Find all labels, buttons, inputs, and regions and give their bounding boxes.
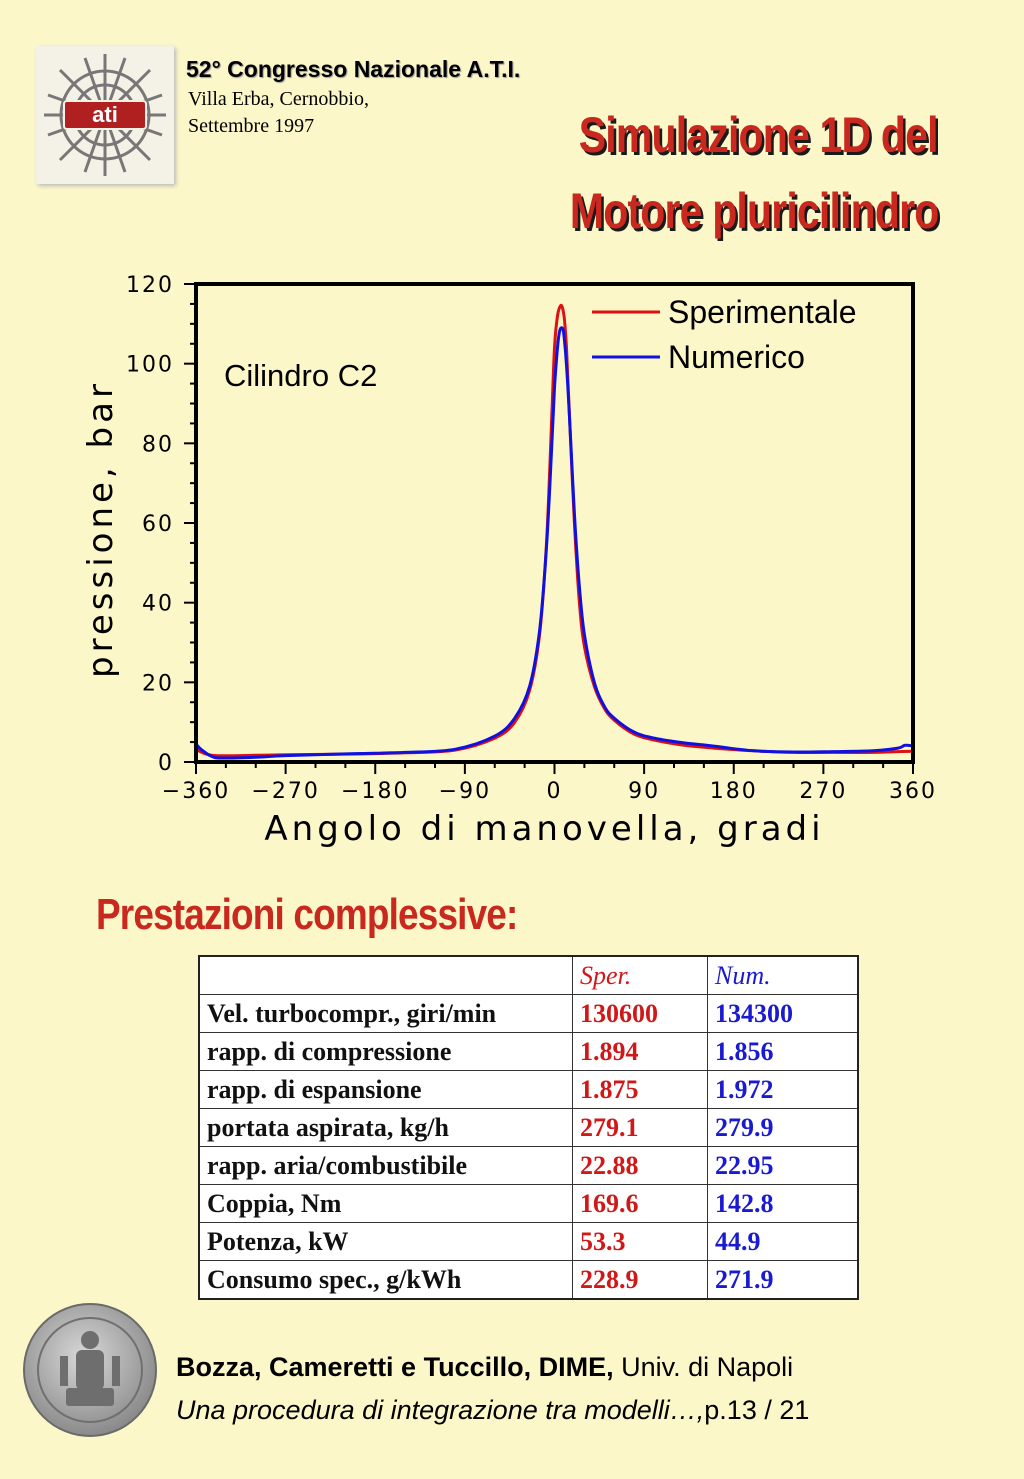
x-tick-label: −90 [439,779,491,804]
num-value: 1.972 [707,1070,859,1109]
x-tick-label: 360 [889,779,937,804]
y-tick-label: 80 [142,432,174,457]
y-tick-label: 120 [126,273,174,298]
row-label: rapp. di compressione [198,1032,573,1071]
performance-heading: Prestazioni complessive: [96,890,518,939]
sper-value: 22.88 [572,1146,708,1185]
legend-label: Sperimentale [668,294,857,330]
pressure-chart: 0 20 40 60 80 100 120 −360 −270 −180 −90 0 90 180 270 3… [81,273,937,849]
num-value: 279.9 [707,1108,859,1147]
logo-text: ati [92,102,118,127]
num-value: 44.9 [707,1222,859,1261]
slide-title-line1: Simulazione 1D del [579,107,939,163]
row-label: rapp. di espansione [198,1070,573,1109]
sper-value: 130600 [572,994,708,1033]
table-row: Potenza, kW 53.3 44.9 [198,1222,859,1261]
conference-title: 52° Congresso Nazionale A.T.I. [186,56,521,82]
sper-value: 1.875 [572,1070,708,1109]
y-axis-label: pressione, bar [81,380,121,678]
x-tick-label: −180 [341,779,409,804]
sper-value: 53.3 [572,1222,708,1261]
authors: Bozza, Cameretti e Tuccillo, DIME, [176,1352,614,1382]
x-axis-label: Angolo di manovella, gradi [264,809,824,849]
sper-value: 279.1 [572,1108,708,1147]
num-value: 271.9 [707,1260,859,1300]
row-label: portata aspirata, kg/h [198,1108,573,1147]
table-row: Vel. turbocompr., giri/min 130600 134300 [198,994,859,1033]
sper-value: 228.9 [572,1260,708,1300]
x-tick-label: 0 [547,779,563,804]
paper-title: Una procedura di integrazione tra modell… [176,1395,705,1425]
table-row: rapp. aria/combustibile 22.88 22.95 [198,1146,859,1185]
num-value: 134300 [707,994,859,1033]
table-row: rapp. di espansione 1.875 1.972 [198,1070,859,1109]
y-tick-label: 60 [142,512,174,537]
x-tick-label: −270 [251,779,319,804]
chart-series [196,303,913,760]
chart-annotation: Cilindro C2 [224,358,377,393]
num-value: 1.856 [707,1032,859,1071]
y-tick-label: 0 [158,751,174,776]
row-label: Potenza, kW [198,1222,573,1261]
y-tick-label: 100 [126,353,174,378]
num-value: 22.95 [707,1146,859,1185]
conference-date: Settembre 1997 [188,115,315,137]
table-row: portata aspirata, kg/h 279.1 279.9 [198,1108,859,1147]
slide-title-line2: Motore pluricilindro [569,183,938,239]
plot-frame [194,282,915,764]
ati-logo: ati [36,46,174,184]
university-seal [20,1300,160,1440]
num-value: 142.8 [707,1184,859,1223]
sper-value: 169.6 [572,1184,708,1223]
x-tick-label: 270 [799,779,847,804]
performance-table-body: Sper. Num. Vel. turbocompr., giri/min 13060… [198,955,859,1300]
y-tick-label: 40 [142,592,174,617]
table-row: Coppia, Nm 169.6 142.8 [198,1184,859,1223]
ati-logo-graphic: ati [44,54,166,176]
row-label: Vel. turbocompr., giri/min [198,994,573,1033]
table-row: Consumo spec., g/kWh 228.9 271.9 [198,1260,859,1300]
chart-axes: 0 20 40 60 80 100 120 −360 −270 −180 −90 0 90 180 270 3… [126,273,937,804]
chart-legend: Sperimentale Numerico [592,294,857,375]
table-row: rapp. di compressione 1.894 1.856 [198,1032,859,1071]
row-label: rapp. aria/combustibile [198,1146,573,1185]
table-header-row: Sper. Num. [198,955,859,995]
row-label: Consumo spec., g/kWh [198,1260,573,1300]
affiliation: Univ. di Napoli [613,1352,794,1382]
authors-line: Bozza, Cameretti e Tuccillo, DIME, Univ.… [176,1352,793,1383]
series-line-numerico [196,326,913,760]
page-number: p.13 / 21 [704,1395,810,1425]
row-label: Coppia, Nm [198,1184,573,1223]
x-tick-label: 90 [628,779,660,804]
sper-value: 1.894 [572,1032,708,1071]
conference-location: Villa Erba, Cernobbio, [188,88,369,110]
table-header-cell [198,955,573,995]
legend-label: Numerico [668,339,805,375]
table-header-cell: Sper. [572,955,708,995]
seal-icon [23,1303,157,1437]
performance-table: Sper. Num. Vel. turbocompr., giri/min 13060… [198,955,859,1300]
table-header-cell: Num. [707,955,859,995]
x-tick-label: 180 [710,779,758,804]
footnote-line: Una procedura di integrazione tra modell… [176,1395,809,1426]
y-tick-label: 20 [142,671,174,696]
x-tick-label: −360 [162,779,230,804]
